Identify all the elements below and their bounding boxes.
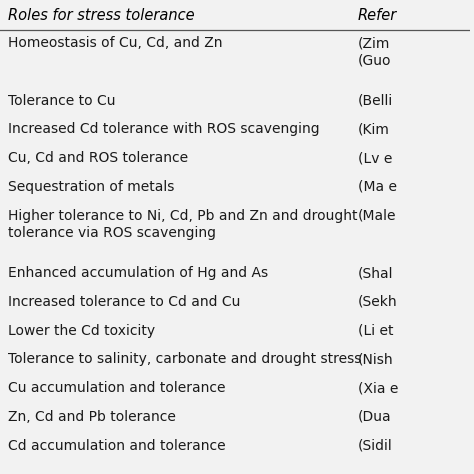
Bar bbox=[470, 0, 474, 474]
Text: Homeostasis of Cu, Cd, and Zn: Homeostasis of Cu, Cd, and Zn bbox=[8, 36, 222, 50]
Text: Tolerance to Cu: Tolerance to Cu bbox=[8, 93, 116, 108]
Text: Increased tolerance to Cd and Cu: Increased tolerance to Cd and Cu bbox=[8, 295, 240, 309]
Text: (Shal: (Shal bbox=[358, 266, 393, 280]
Text: Cu accumulation and tolerance: Cu accumulation and tolerance bbox=[8, 381, 226, 395]
Text: Increased Cd tolerance with ROS scavenging: Increased Cd tolerance with ROS scavengi… bbox=[8, 122, 319, 136]
Text: Sequestration of metals: Sequestration of metals bbox=[8, 180, 174, 194]
Text: (Dua: (Dua bbox=[358, 410, 392, 424]
Text: (Belli: (Belli bbox=[358, 93, 393, 108]
Text: (Sekh: (Sekh bbox=[358, 295, 398, 309]
Text: (Li et: (Li et bbox=[358, 324, 393, 337]
Text: Enhanced accumulation of Hg and As: Enhanced accumulation of Hg and As bbox=[8, 266, 268, 280]
Text: (Lv e: (Lv e bbox=[358, 151, 392, 165]
Text: (Zim
(Guo: (Zim (Guo bbox=[358, 36, 392, 68]
Text: (Xia e: (Xia e bbox=[358, 381, 398, 395]
Text: (Male: (Male bbox=[358, 209, 396, 223]
Text: Refer: Refer bbox=[358, 8, 397, 23]
Text: Roles for stress tolerance: Roles for stress tolerance bbox=[8, 8, 195, 23]
Text: Cd accumulation and tolerance: Cd accumulation and tolerance bbox=[8, 438, 226, 453]
Text: (Sidil: (Sidil bbox=[358, 438, 393, 453]
Text: Tolerance to salinity, carbonate and drought stress: Tolerance to salinity, carbonate and dro… bbox=[8, 352, 361, 366]
Text: (Ma e: (Ma e bbox=[358, 180, 397, 194]
Text: Zn, Cd and Pb tolerance: Zn, Cd and Pb tolerance bbox=[8, 410, 176, 424]
Text: Lower the Cd toxicity: Lower the Cd toxicity bbox=[8, 324, 155, 337]
Text: Higher tolerance to Ni, Cd, Pb and Zn and drought
tolerance via ROS scavenging: Higher tolerance to Ni, Cd, Pb and Zn an… bbox=[8, 209, 357, 240]
Text: Cu, Cd and ROS tolerance: Cu, Cd and ROS tolerance bbox=[8, 151, 188, 165]
Text: (Kim: (Kim bbox=[358, 122, 390, 136]
Text: (Nish: (Nish bbox=[358, 352, 393, 366]
